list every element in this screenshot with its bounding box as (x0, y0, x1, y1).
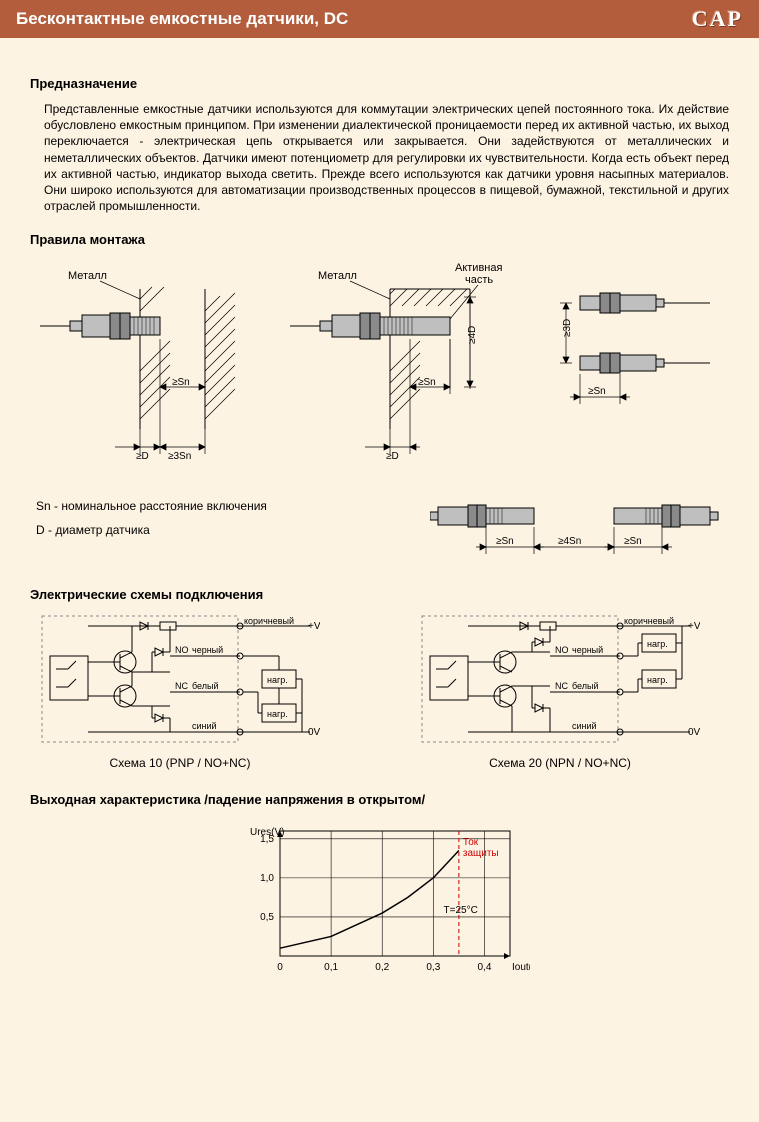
wire-black-1: черный (192, 645, 223, 655)
page-title: Бесконтактные емкостные датчики, DC (16, 9, 348, 29)
mounting-svg: Металл (30, 259, 730, 469)
label-no-2: NO (555, 645, 569, 655)
scheme-10-caption: Схема 10 (PNP / NO+NC) (40, 756, 320, 770)
label-metal-2: Металл (318, 270, 357, 282)
wire-brown-2: коричневый (624, 616, 674, 626)
dim-sn-left: ≥Sn (496, 536, 514, 547)
load-2a: нагр. (647, 639, 668, 649)
load-1b: нагр. (267, 709, 288, 719)
svg-text:0: 0 (277, 962, 283, 973)
dim-d-2: ≥D (386, 451, 399, 462)
dim-sn-3: ≥Sn (588, 386, 606, 397)
svg-text:1,0: 1,0 (260, 873, 274, 884)
svg-text:T=25°C: T=25°C (443, 905, 477, 916)
legend-d: D - диаметр датчика (36, 523, 430, 537)
label-active-2b: часть (465, 274, 493, 286)
series-badge: CAP (692, 6, 743, 32)
purpose-text: Представленные емкостные датчики использ… (30, 101, 729, 214)
svg-text:0,5: 0,5 (260, 912, 274, 923)
dim-4d-2: ≥4D (467, 326, 478, 344)
schemes-area: коричневый +V NO черный NC белый синий 0… (30, 614, 729, 774)
dim-3d-3: ≥3D (562, 319, 573, 337)
wire-brown-1: коричневый (244, 616, 294, 626)
mounting-diagrams: Металл (30, 259, 729, 469)
wire-white-2: белый (572, 681, 599, 691)
section-mounting-title: Правила монтажа (30, 232, 729, 247)
content: Предназначение Представленные емкостные … (0, 38, 759, 1001)
label-0v-1: 0V (308, 727, 320, 738)
legend-area: Sn - номинальное расстояние включения D … (30, 489, 729, 569)
svg-text:Iout(A): Iout(A) (512, 962, 530, 973)
svg-text:Ток: Ток (462, 837, 478, 848)
dim-d-1: ≥D (136, 451, 149, 462)
label-plusv-2: +V (688, 621, 700, 632)
svg-text:0,1: 0,1 (324, 962, 338, 973)
section-schemes-title: Электрические схемы подключения (30, 587, 729, 602)
label-metal-1: Металл (68, 270, 107, 282)
section-purpose-title: Предназначение (30, 76, 729, 91)
chart-svg: 00,10,20,30,40,51,01,5Ures(V)Iout(A)Токз… (230, 821, 530, 981)
wire-white-1: белый (192, 681, 219, 691)
facing-sensors-svg: ≥Sn ≥4Sn ≥Sn (430, 489, 720, 569)
dim-3sn-1: ≥3Sn (168, 451, 191, 462)
label-0v-2: 0V (688, 727, 700, 738)
scheme-20-caption: Схема 20 (NPN / NO+NC) (420, 756, 700, 770)
load-2b: нагр. (647, 675, 668, 685)
dim-sn-2: ≥Sn (418, 377, 436, 388)
dim-sn-1: ≥Sn (172, 377, 190, 388)
label-plusv-1: +V (308, 621, 320, 632)
header: Бесконтактные емкостные датчики, DC CAP (0, 0, 759, 38)
output-chart: 00,10,20,30,40,51,01,5Ures(V)Iout(A)Токз… (30, 821, 729, 981)
dim-sn-right: ≥Sn (624, 536, 642, 547)
wire-blue-1: синий (192, 721, 217, 731)
dim-4sn: ≥4Sn (558, 536, 581, 547)
label-nc-2: NC (555, 681, 568, 691)
wire-black-2: черный (572, 645, 603, 655)
scheme-20: коричневый +V NO черный NC белый синий 0… (420, 614, 700, 774)
scheme-10: коричневый +V NO черный NC белый синий 0… (40, 614, 320, 774)
svg-text:защиты: защиты (462, 848, 498, 859)
label-active-2a: Активная (455, 262, 502, 274)
svg-text:0,4: 0,4 (477, 962, 491, 973)
legend-sn: Sn - номинальное расстояние включения (36, 499, 430, 513)
section-output-title: Выходная характеристика /падение напряже… (30, 792, 729, 807)
load-1a: нагр. (267, 675, 288, 685)
label-no-1: NO (175, 645, 189, 655)
label-nc-1: NC (175, 681, 188, 691)
svg-text:0,2: 0,2 (375, 962, 389, 973)
svg-text:0,3: 0,3 (426, 962, 440, 973)
wire-blue-2: синий (572, 721, 597, 731)
